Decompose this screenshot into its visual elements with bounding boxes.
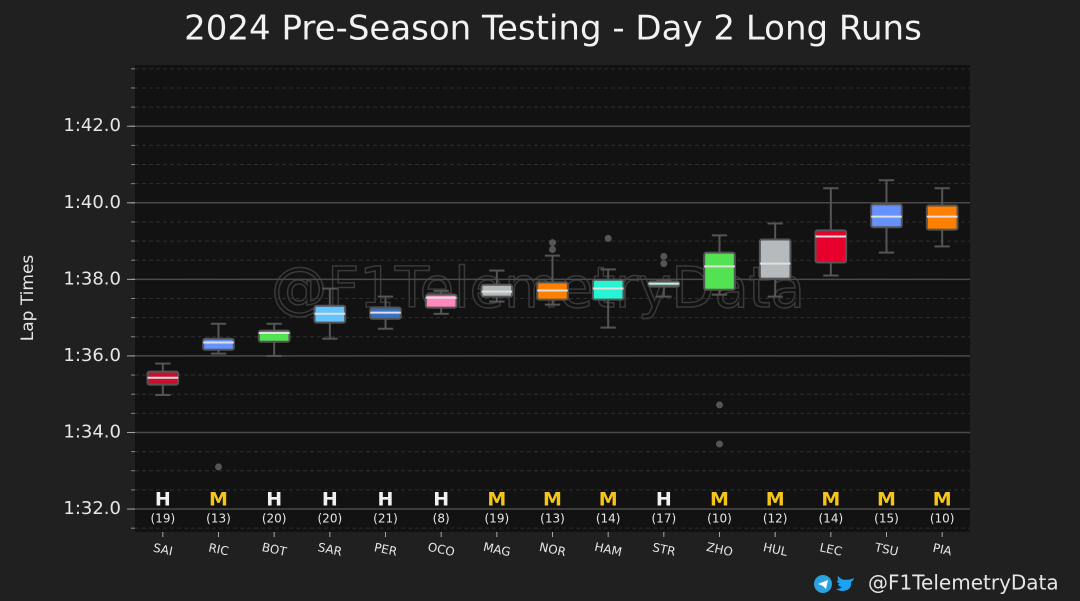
outlier [604,234,612,242]
x-tick-label: HUL [762,540,789,559]
box [703,251,736,291]
compound: M [599,489,618,511]
compound: M [543,489,562,511]
box [591,278,625,301]
compound: H [656,489,672,511]
x-tick-label: STR [651,540,677,559]
footer-handle: @F1TelemetryData [868,571,1059,595]
compound: H [378,489,394,511]
outlier [716,440,723,448]
outlier [660,252,668,260]
x-tick-label: RIC [207,541,230,559]
twitter-icon [836,576,854,591]
outlier [549,246,556,254]
compound: M [821,489,840,511]
x-tick-label: SAI [152,541,174,559]
x-tick-label: MAG [482,540,512,559]
lap-count: (8) [433,512,450,526]
compound: H [322,489,338,511]
compound: M [487,489,506,511]
y-tick-label: 1:34.0 [63,421,121,442]
compound: M [209,489,228,511]
x-tick-label: SAR [317,540,344,559]
y-tick-label: 1:38.0 [63,268,121,289]
lap-count: (20) [318,512,343,526]
x-tick-label: LEC [818,540,843,558]
outlier [660,260,668,268]
compound: M [933,489,952,511]
lap-count: (10) [930,512,955,526]
box [814,229,848,264]
compound: H [266,489,282,511]
compound: M [710,489,729,511]
compound: M [877,489,896,511]
lap-count: (21) [373,512,398,526]
lap-count: (12) [763,512,788,526]
box [758,238,792,280]
y-tick-label: 1:36.0 [63,345,121,366]
box [202,337,235,351]
lap-count: (19) [151,512,176,526]
y-tick-label: 1:32.0 [63,498,121,519]
x-tick-label: BOT [261,540,289,559]
chart-title: 2024 Pre-Season Testing - Day 2 Long Run… [184,9,922,49]
x-tick-label: ZHO [705,540,734,559]
lap-count: (10) [707,512,732,526]
lap-count: (14) [819,512,844,526]
lap-count: (13) [540,512,565,526]
lap-count: (15) [874,512,899,526]
lap-count: (19) [485,512,510,526]
outlier [549,239,556,247]
x-tick-label: OCO [426,540,456,559]
outlier [716,401,723,409]
x-tick-label: TSU [873,540,900,559]
lap-count: (20) [262,512,287,526]
compound: M [766,489,785,511]
telegram-plane [818,580,828,589]
y-tick-label: 1:42.0 [63,115,121,136]
lap-count: (13) [206,512,231,526]
compound: H [155,489,171,511]
y-tick-label: 1:40.0 [63,192,121,213]
outlier [215,463,222,471]
x-tick-label: PER [373,540,399,559]
x-tick-label: PIA [932,541,954,559]
x-tick-label: NOR [538,540,567,559]
lap-count: (17) [652,512,677,526]
compound: H [433,489,449,511]
lap-count: (14) [596,512,621,526]
y-axis-label: Lap Times [18,255,38,342]
x-tick-label: HAM [593,540,623,559]
box [424,293,458,309]
